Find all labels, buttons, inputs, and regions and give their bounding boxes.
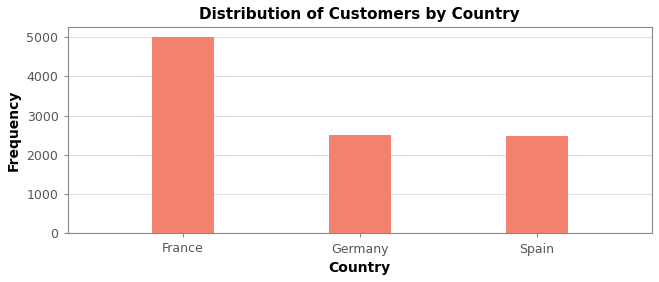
X-axis label: Country: Country xyxy=(329,261,391,275)
Y-axis label: Frequency: Frequency xyxy=(7,90,21,171)
Title: Distribution of Customers by Country: Distribution of Customers by Country xyxy=(200,7,520,22)
Bar xyxy=(329,135,391,233)
Bar xyxy=(152,37,214,233)
Bar xyxy=(506,136,568,233)
